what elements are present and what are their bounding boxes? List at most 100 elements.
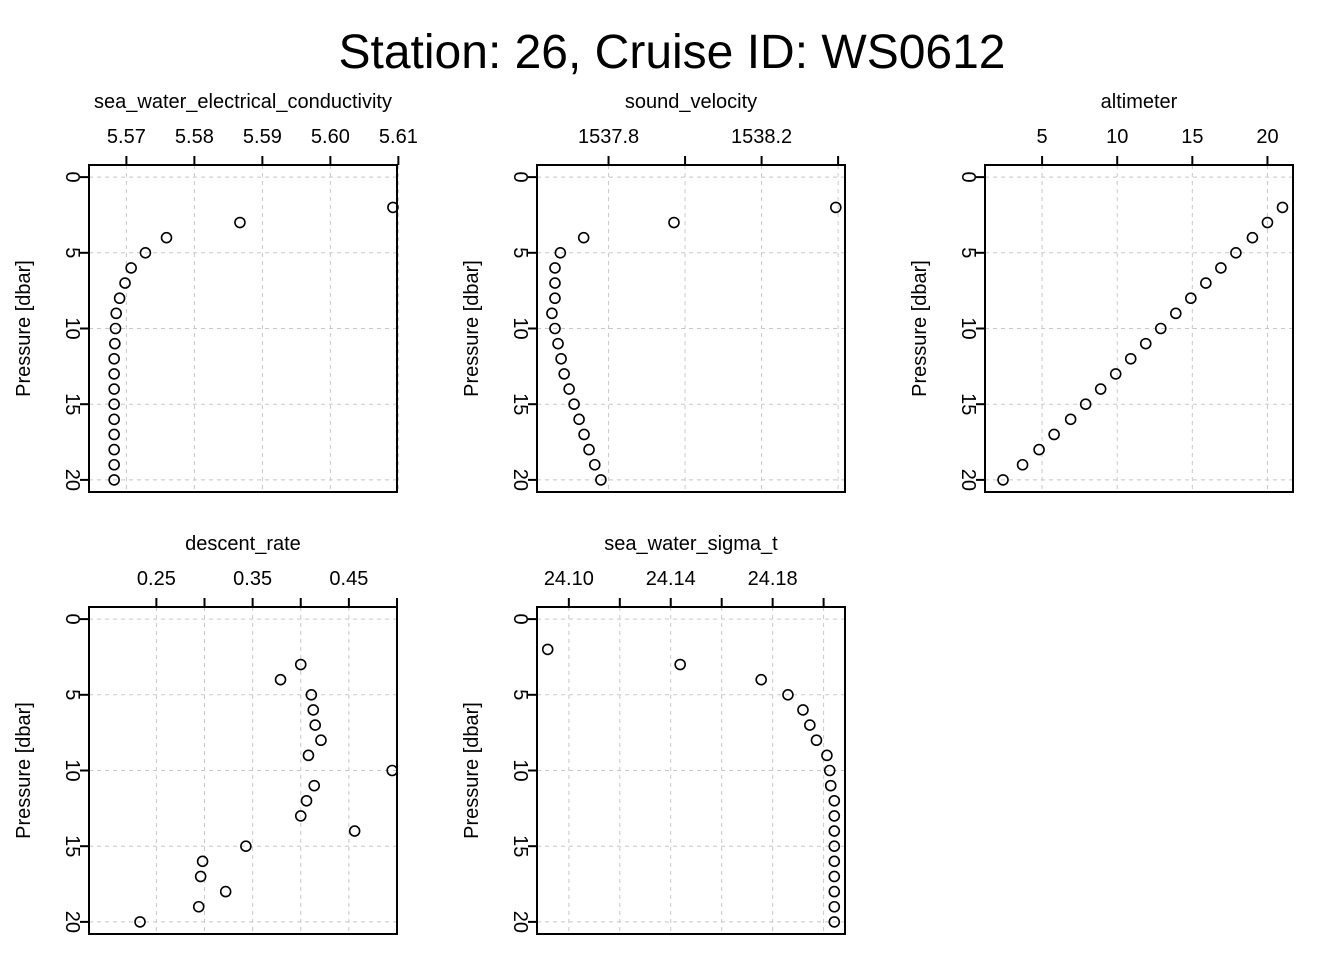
- data-point: [588, 458, 601, 471]
- data-point: [578, 428, 590, 441]
- x-tick-label: 5.61: [379, 126, 418, 148]
- chart-panel-4: 0.25 0.35 0.45 0 5 10 15 20 descent_rate Pressure…: [13, 533, 398, 935]
- data-point: [558, 368, 570, 380]
- x-tick-label: 5.60: [311, 126, 350, 148]
- y-tick-label: 5: [61, 689, 83, 700]
- y-tick-label: 0: [957, 172, 979, 183]
- x-tick-label: 24.18: [748, 568, 798, 590]
- data-point: [828, 900, 841, 913]
- y-tick-label: 10: [61, 759, 83, 781]
- data-point: [1016, 458, 1029, 471]
- x-tick-label: 5: [1037, 126, 1048, 148]
- data-point: [563, 383, 575, 395]
- data-point: [1094, 383, 1107, 395]
- data-point: [552, 337, 564, 350]
- panel-title: sea_water_sigma_t: [604, 533, 778, 555]
- y-tick-label: 15: [61, 835, 83, 857]
- data-point: [828, 885, 841, 898]
- data-point: [300, 794, 313, 807]
- data-point: [668, 216, 680, 229]
- x-tick-label: 1538.2: [731, 126, 792, 148]
- y-tick-label: 0: [61, 172, 83, 183]
- chart-panel-2: 1537.8 1538.2 0 5 10 15 20 sound_velocity Pressu…: [461, 91, 846, 493]
- data-point: [828, 840, 841, 852]
- data-point: [1048, 428, 1060, 441]
- data-point: [782, 689, 794, 701]
- data-point: [1246, 231, 1259, 244]
- data-point: [119, 277, 131, 289]
- y-axis-label: Pressure [dbar]: [909, 260, 931, 397]
- y-tick-label: 15: [957, 393, 979, 415]
- y-axis-label: Pressure [dbar]: [461, 702, 483, 839]
- data-point: [109, 337, 121, 350]
- x-tick-label: 24.10: [544, 568, 594, 590]
- data-point: [309, 719, 321, 731]
- y-tick-label: 20: [61, 469, 83, 491]
- x-tick-label: 0.45: [329, 568, 368, 590]
- y-axis-label: Pressure [dbar]: [461, 260, 483, 397]
- data-point: [348, 825, 361, 837]
- y-tick-label: 0: [509, 172, 531, 183]
- data-point: [583, 443, 595, 456]
- data-point: [386, 764, 398, 777]
- data-point: [196, 855, 209, 868]
- data-point: [139, 247, 152, 259]
- data-point: [108, 368, 120, 380]
- data-point: [824, 779, 837, 792]
- data-point: [234, 216, 246, 229]
- data-point: [821, 749, 833, 762]
- data-point: [125, 262, 137, 274]
- data-point: [294, 658, 307, 671]
- data-point: [554, 247, 567, 259]
- data-point: [108, 398, 120, 410]
- data-point: [595, 474, 607, 486]
- data-point: [577, 231, 590, 244]
- data-point: [568, 398, 580, 410]
- data-point: [549, 322, 561, 335]
- data-point: [134, 916, 146, 928]
- data-point: [997, 474, 1009, 486]
- chart-panel-5: 24.10 24.14 24.18 0 5 10 15 20 sea_water_sigma_t…: [461, 533, 846, 935]
- data-point: [1064, 413, 1077, 426]
- x-tick-label: 5.59: [243, 126, 282, 148]
- data-point: [1139, 337, 1152, 350]
- data-point: [387, 201, 399, 214]
- y-tick-label: 20: [957, 469, 979, 491]
- data-point: [1033, 443, 1045, 456]
- data-point: [294, 810, 307, 822]
- data-point: [1109, 368, 1122, 380]
- y-tick-label: 5: [957, 247, 979, 258]
- data-point: [1079, 398, 1092, 410]
- data-point: [546, 307, 558, 320]
- x-tick-label: 15: [1181, 126, 1203, 148]
- data-point: [192, 900, 205, 913]
- data-point: [1124, 352, 1137, 365]
- y-tick-label: 20: [509, 911, 531, 933]
- data-point: [108, 383, 120, 395]
- data-point: [810, 734, 823, 747]
- data-point: [555, 352, 567, 365]
- data-point: [1185, 292, 1197, 305]
- data-point: [302, 749, 315, 762]
- y-tick-label: 5: [61, 247, 83, 258]
- data-point: [804, 719, 816, 731]
- y-tick-label: 15: [509, 393, 531, 415]
- y-tick-label: 5: [509, 689, 531, 700]
- data-point: [305, 689, 318, 701]
- x-tick-label: 5.58: [175, 126, 214, 148]
- y-tick-label: 20: [509, 469, 531, 491]
- data-point: [108, 458, 120, 471]
- data-point: [274, 673, 287, 686]
- data-point: [828, 825, 841, 837]
- data-point: [108, 443, 120, 456]
- y-axis-label: Pressure [dbar]: [13, 260, 35, 397]
- data-point: [308, 779, 321, 792]
- x-tick-label: 0.25: [137, 568, 176, 590]
- y-tick-label: 15: [61, 393, 83, 415]
- x-tick-label: 24.14: [646, 568, 696, 590]
- y-tick-label: 15: [509, 835, 531, 857]
- data-point: [1261, 216, 1274, 229]
- panel-title: descent_rate: [185, 533, 301, 555]
- chart-panel-1: 5.57 5.58 5.59 5.60 5.61 0 5 10 15 20 sea_water_el…: [13, 91, 418, 493]
